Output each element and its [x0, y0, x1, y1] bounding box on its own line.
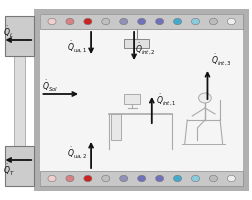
- Bar: [5, 16, 34, 56]
- Text: $\dot{Q}_{ua,1}$: $\dot{Q}_{ua,1}$: [67, 39, 87, 55]
- Bar: [111, 114, 121, 140]
- Text: $\dot{Q}_{ua,2}$: $\dot{Q}_{ua,2}$: [67, 145, 87, 161]
- Circle shape: [119, 175, 127, 182]
- Circle shape: [191, 18, 199, 25]
- Circle shape: [66, 175, 74, 182]
- Circle shape: [191, 175, 199, 182]
- Bar: [40, 171, 242, 186]
- Circle shape: [66, 18, 74, 25]
- Text: $\dot{Q}_{int,2}$: $\dot{Q}_{int,2}$: [135, 41, 155, 57]
- Bar: [14, 56, 25, 146]
- Circle shape: [101, 18, 109, 25]
- Circle shape: [137, 18, 145, 25]
- Circle shape: [48, 18, 56, 25]
- Bar: [40, 14, 242, 186]
- Circle shape: [227, 18, 235, 25]
- Circle shape: [198, 93, 210, 103]
- Bar: [5, 146, 34, 186]
- Text: $\dot{Q}_{Sol}$: $\dot{Q}_{Sol}$: [42, 78, 58, 94]
- Bar: [40, 14, 242, 29]
- Bar: [123, 94, 140, 104]
- Text: $\dot{Q}_T$: $\dot{Q}_T$: [3, 162, 14, 178]
- Circle shape: [155, 175, 163, 182]
- Circle shape: [173, 18, 181, 25]
- Circle shape: [137, 175, 145, 182]
- Circle shape: [83, 18, 91, 25]
- Bar: [34, 9, 248, 191]
- Circle shape: [209, 175, 217, 182]
- Circle shape: [83, 175, 91, 182]
- Bar: [123, 39, 149, 48]
- Circle shape: [209, 18, 217, 25]
- Circle shape: [155, 18, 163, 25]
- Text: $\dot{Q}_{int,1}$: $\dot{Q}_{int,1}$: [155, 92, 176, 108]
- Circle shape: [101, 175, 109, 182]
- Circle shape: [119, 18, 127, 25]
- Circle shape: [173, 175, 181, 182]
- Text: $\dot{Q}_{int,3}$: $\dot{Q}_{int,3}$: [210, 52, 231, 68]
- Text: $\dot{Q}_L$: $\dot{Q}_L$: [3, 24, 13, 40]
- Circle shape: [227, 175, 235, 182]
- Circle shape: [48, 175, 56, 182]
